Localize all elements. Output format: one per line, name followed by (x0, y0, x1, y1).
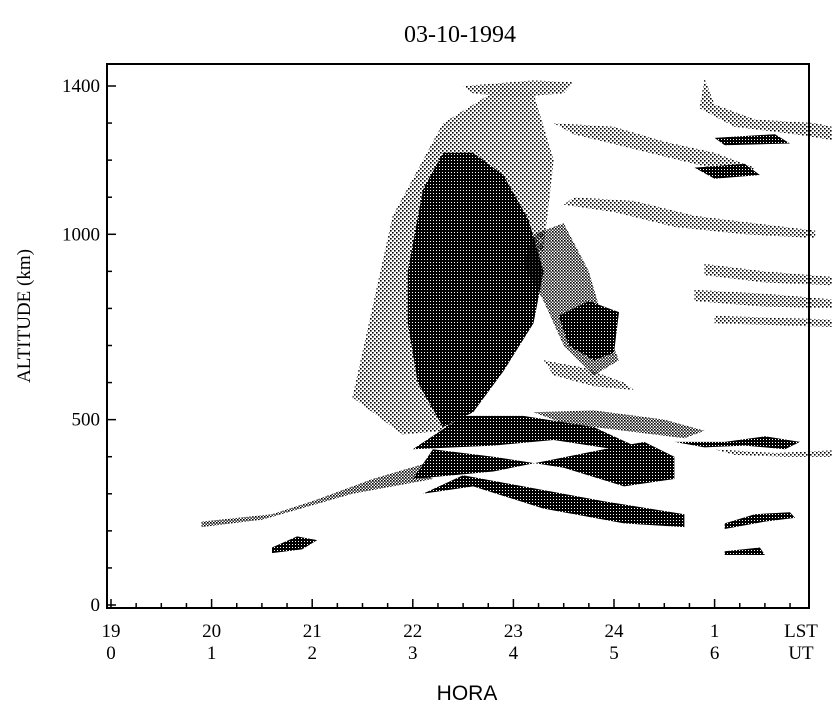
echo-region-20 (704, 263, 832, 286)
y-tick-label: 500 (72, 410, 101, 431)
echo-region-17 (714, 134, 790, 146)
echo-region-2 (412, 441, 675, 487)
y-tick-label: 1000 (62, 224, 100, 245)
x-tick-end-lst: LST (784, 621, 818, 642)
x-tick-label-lst: 19 (102, 621, 121, 642)
x-tick-label-ut: 3 (408, 643, 418, 664)
x-tick-label-lst: 24 (605, 621, 625, 642)
x-tick-label-ut: 1 (207, 643, 217, 664)
echo-regions (201, 78, 832, 555)
echo-region-7 (714, 449, 832, 457)
echo-region-21 (694, 289, 832, 309)
echo-region-4 (412, 415, 635, 450)
x-tick-label-ut: 0 (106, 643, 116, 664)
y-tick-label: 1400 (62, 76, 100, 97)
x-tick-label-lst: 23 (504, 621, 523, 642)
echo-region-6 (674, 436, 801, 450)
echo-region-18 (699, 78, 832, 141)
plot-frame (106, 63, 810, 609)
echo-region-9 (724, 547, 765, 555)
y-axis-label: ALTITUDE (km) (14, 249, 35, 383)
echo-region-16 (694, 163, 760, 179)
chart-title: 03-10-1994 (404, 22, 516, 48)
echo-region-3 (422, 475, 685, 528)
echo-region-14 (463, 80, 574, 98)
x-tick-label-lst: 22 (403, 621, 422, 642)
x-tick-label-ut: 5 (609, 643, 619, 664)
y-axis: 0 500 1000 1400 (62, 76, 116, 616)
x-tick-label-ut: 6 (710, 643, 720, 664)
x-tick-end-ut: UT (788, 643, 814, 664)
y-tick-label: 0 (91, 595, 101, 616)
echo-region-13 (558, 301, 619, 361)
x-tick-label-lst: 21 (303, 621, 322, 642)
x-tick-label-ut: 2 (307, 643, 317, 664)
echo-region-0 (201, 464, 433, 528)
echo-region-15 (553, 123, 755, 175)
echo-region-23 (543, 360, 635, 390)
echo-region-5 (533, 410, 705, 439)
echo-region-19 (563, 197, 816, 238)
x-axis-label: HORA (437, 682, 498, 705)
echo-region-1 (272, 536, 318, 554)
x-tick-label-lst: 1 (710, 621, 720, 642)
echo-region-22 (714, 315, 832, 327)
echo-region-8 (724, 512, 796, 529)
x-tick-label-lst: 20 (202, 621, 221, 642)
echo-region-11 (407, 152, 544, 428)
x-tick-label-ut: 4 (509, 643, 519, 664)
